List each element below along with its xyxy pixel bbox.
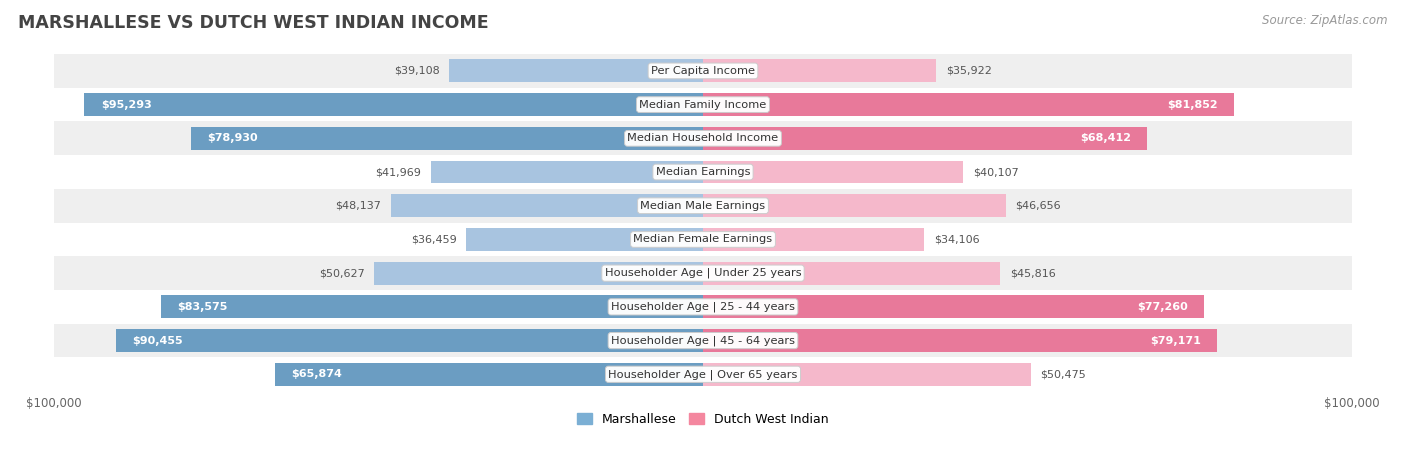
- Bar: [449, 59, 703, 82]
- Bar: [703, 93, 1234, 116]
- Text: $40,107: $40,107: [973, 167, 1019, 177]
- Text: $65,874: $65,874: [291, 369, 343, 379]
- Bar: [391, 194, 703, 217]
- Text: $41,969: $41,969: [375, 167, 420, 177]
- Text: $48,137: $48,137: [335, 201, 381, 211]
- Bar: [53, 290, 1353, 324]
- Bar: [53, 189, 1353, 223]
- Bar: [115, 329, 703, 352]
- Text: Per Capita Income: Per Capita Income: [651, 66, 755, 76]
- Text: $90,455: $90,455: [132, 336, 183, 346]
- Text: $36,459: $36,459: [411, 234, 457, 244]
- Bar: [276, 363, 703, 386]
- Bar: [53, 324, 1353, 357]
- Bar: [467, 228, 703, 251]
- Text: $34,106: $34,106: [934, 234, 980, 244]
- Text: Householder Age | 45 - 64 years: Householder Age | 45 - 64 years: [612, 335, 794, 346]
- Text: $50,627: $50,627: [319, 268, 364, 278]
- Bar: [703, 59, 936, 82]
- Bar: [703, 161, 963, 184]
- Bar: [53, 54, 1353, 88]
- Text: Source: ZipAtlas.com: Source: ZipAtlas.com: [1263, 14, 1388, 27]
- Bar: [703, 296, 1205, 318]
- Bar: [53, 155, 1353, 189]
- Text: Median Female Earnings: Median Female Earnings: [634, 234, 772, 244]
- Bar: [703, 329, 1216, 352]
- Text: $39,108: $39,108: [394, 66, 440, 76]
- Bar: [53, 88, 1353, 121]
- Text: $79,171: $79,171: [1150, 336, 1201, 346]
- Bar: [84, 93, 703, 116]
- Bar: [160, 296, 703, 318]
- Text: $81,852: $81,852: [1167, 99, 1218, 110]
- Bar: [703, 228, 924, 251]
- Text: MARSHALLESE VS DUTCH WEST INDIAN INCOME: MARSHALLESE VS DUTCH WEST INDIAN INCOME: [18, 14, 489, 32]
- Text: $68,412: $68,412: [1080, 133, 1130, 143]
- Text: $95,293: $95,293: [101, 99, 152, 110]
- Text: Householder Age | Over 65 years: Householder Age | Over 65 years: [609, 369, 797, 380]
- Text: Median Household Income: Median Household Income: [627, 133, 779, 143]
- Text: $83,575: $83,575: [177, 302, 228, 312]
- Bar: [53, 256, 1353, 290]
- Legend: Marshallese, Dutch West Indian: Marshallese, Dutch West Indian: [572, 408, 834, 431]
- Text: $50,475: $50,475: [1040, 369, 1085, 379]
- Bar: [703, 127, 1147, 150]
- Bar: [430, 161, 703, 184]
- Text: $45,816: $45,816: [1010, 268, 1056, 278]
- Bar: [703, 262, 1001, 284]
- Text: Householder Age | Under 25 years: Householder Age | Under 25 years: [605, 268, 801, 278]
- Text: $35,922: $35,922: [946, 66, 991, 76]
- Bar: [703, 363, 1031, 386]
- Text: $78,930: $78,930: [207, 133, 257, 143]
- Bar: [191, 127, 703, 150]
- Bar: [374, 262, 703, 284]
- Text: $46,656: $46,656: [1015, 201, 1062, 211]
- Text: $77,260: $77,260: [1137, 302, 1188, 312]
- Bar: [703, 194, 1005, 217]
- Bar: [53, 357, 1353, 391]
- Text: Median Earnings: Median Earnings: [655, 167, 751, 177]
- Text: Median Family Income: Median Family Income: [640, 99, 766, 110]
- Text: Median Male Earnings: Median Male Earnings: [641, 201, 765, 211]
- Text: Householder Age | 25 - 44 years: Householder Age | 25 - 44 years: [612, 302, 794, 312]
- Bar: [53, 223, 1353, 256]
- Bar: [53, 121, 1353, 155]
